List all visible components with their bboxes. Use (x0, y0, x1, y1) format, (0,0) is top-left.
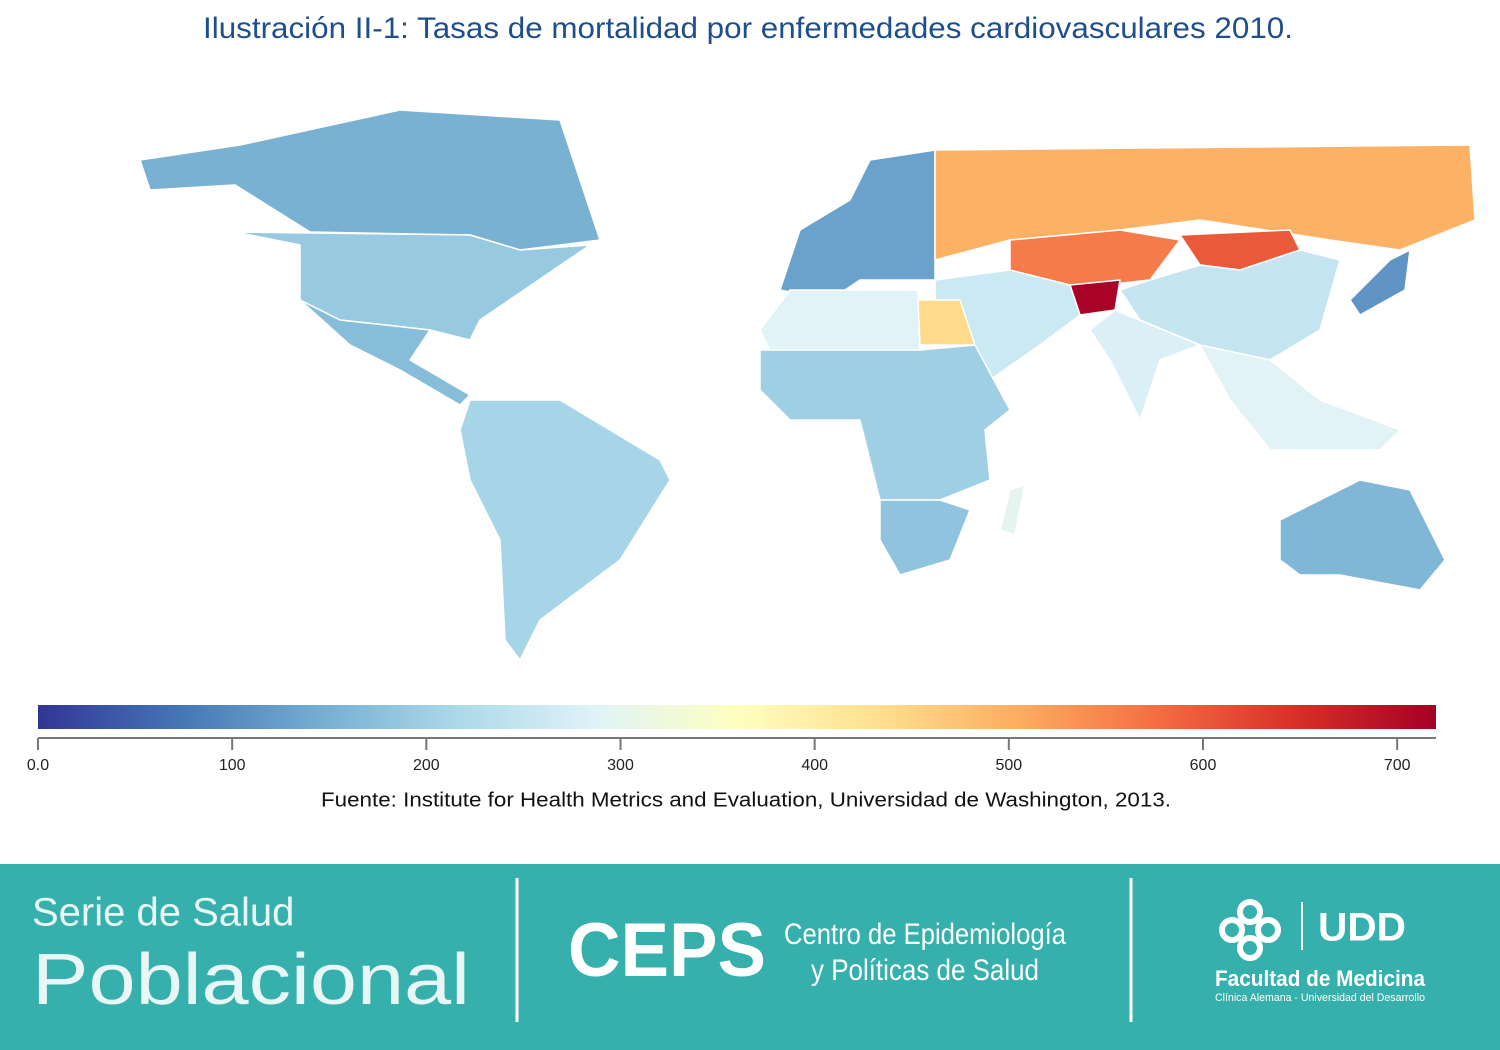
country-region (779, 149, 936, 301)
scale-tick-label: 600 (1190, 757, 1217, 774)
source-note: Fuente: Institute for Health Metrics and… (321, 789, 1171, 811)
ceps-line2: y Políticas de Salud (811, 954, 1039, 987)
scale-tick-label: 100 (219, 757, 246, 774)
ceps-line1: Centro de Epidemiología (784, 918, 1066, 951)
country-region (139, 109, 601, 251)
series-line2: Poblacional (32, 940, 470, 1020)
country-region (299, 299, 471, 406)
country-region (1199, 344, 1401, 451)
country-region (999, 484, 1026, 536)
country-region (759, 289, 921, 356)
faculty-icon (1219, 899, 1281, 961)
udd-logo: UDD (1318, 906, 1406, 950)
color-scale-bar (38, 705, 1436, 729)
scale-tick-label: 700 (1384, 757, 1411, 774)
scale-ticks: 0.0 100 200 300 400 500 600 700 (27, 738, 1411, 774)
country-region (1279, 479, 1446, 591)
country-region (1349, 249, 1411, 316)
scale-tick-label: 300 (607, 757, 634, 774)
country-region (234, 231, 591, 341)
faculty-sub: Clínica Alemana - Universidad del Desarr… (1215, 992, 1425, 1004)
series-line1: Serie de Salud (32, 891, 294, 935)
title: Ilustración II-1: Tasas de mortalidad po… (203, 12, 1293, 45)
scale-tick-label: 400 (801, 757, 828, 774)
scale-tick-label: 500 (995, 757, 1022, 774)
world-map (139, 109, 1476, 661)
country-region (459, 399, 671, 661)
scale-tick-label: 200 (413, 757, 440, 774)
country-region (759, 344, 1011, 501)
country-region (1119, 249, 1341, 361)
country-region (934, 144, 1476, 261)
faculty-name: Facultad de Medicina (1215, 966, 1426, 991)
country-region (879, 499, 971, 576)
ceps-logo: CEPS (568, 908, 766, 993)
scale-tick-label: 0.0 (27, 757, 49, 774)
